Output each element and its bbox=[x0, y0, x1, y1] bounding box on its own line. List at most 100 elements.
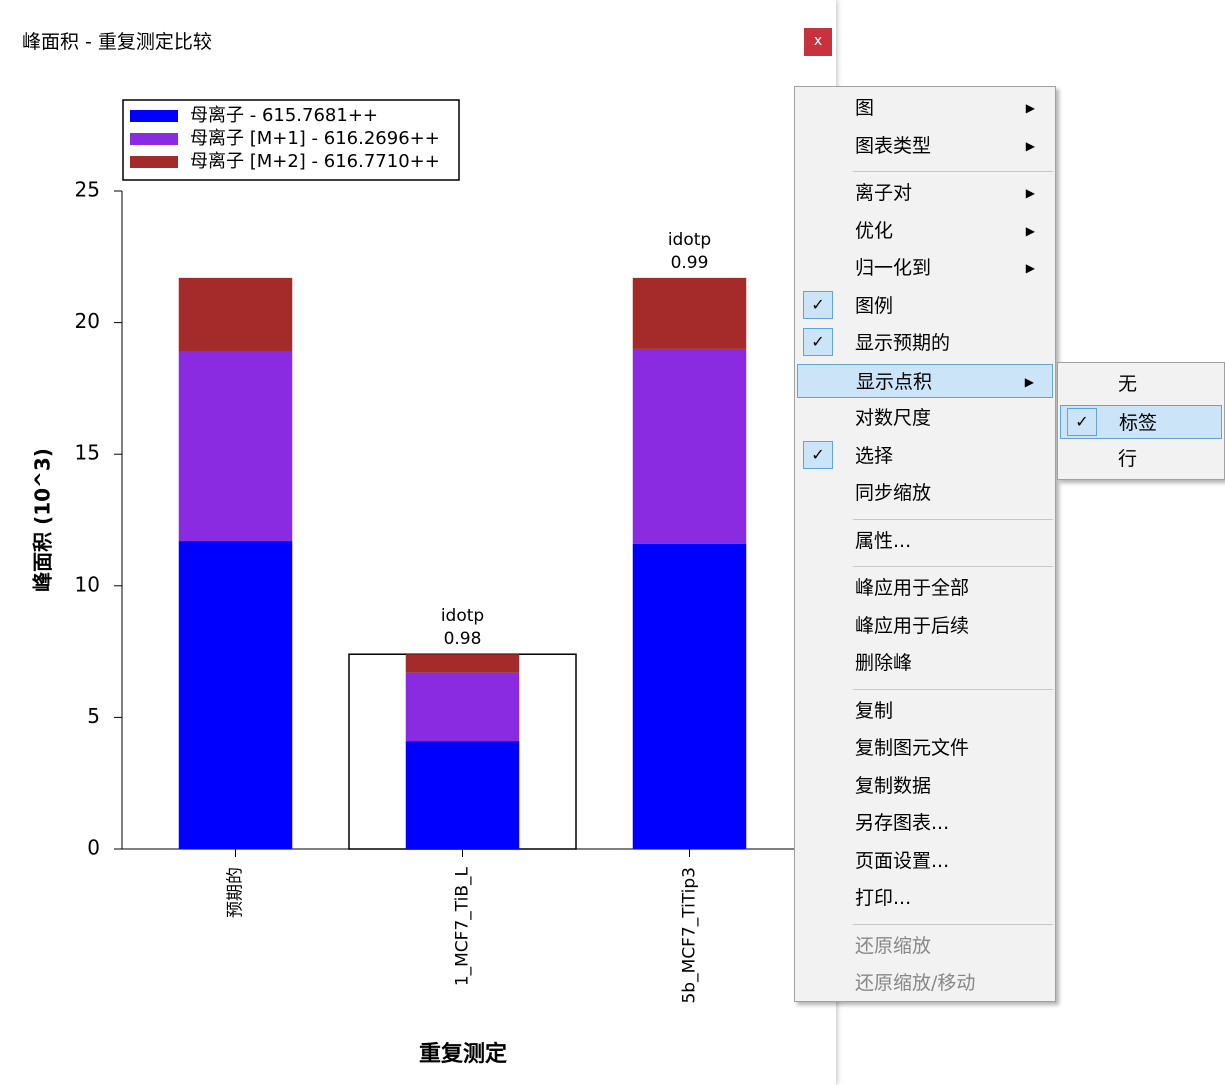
y-tick-label: 15 bbox=[75, 441, 100, 465]
close-button[interactable]: x bbox=[804, 28, 832, 56]
menu-label: 打印... bbox=[855, 887, 912, 909]
menu-label: 峰应用于后续 bbox=[855, 614, 970, 637]
menu-label: 对数尺度 bbox=[855, 407, 932, 429]
submenu-arrow: ▶ bbox=[1025, 186, 1035, 200]
menu-label: 图例 bbox=[855, 294, 894, 317]
check-mark: ✓ bbox=[803, 440, 833, 469]
chart: 0 5 10 15 20 25 峰面积 (10^3) 重复测定 预期的 1_MCF7_TiB_L i… bbox=[31, 99, 803, 1067]
annotation-label: idotp bbox=[668, 230, 711, 250]
separator bbox=[853, 518, 1053, 520]
menu-label: 属性... bbox=[855, 529, 912, 552]
menu-label: 还原缩放 bbox=[855, 934, 932, 957]
menu-item[interactable]: 图 ▶ bbox=[797, 91, 1053, 125]
bar-segment bbox=[178, 277, 293, 352]
legend-swatch bbox=[130, 110, 178, 122]
bar-segment bbox=[405, 741, 520, 849]
menu-label: 页面设置... bbox=[855, 849, 950, 872]
check-mark: ✓ bbox=[803, 328, 833, 356]
menu-item: 还原缩放/移动 bbox=[797, 966, 1053, 1000]
menu-label: 选择 bbox=[855, 444, 894, 467]
menu-label: 复制数据 bbox=[855, 774, 932, 797]
submenu: 无 ✓ 标签行 bbox=[1057, 362, 1225, 480]
menu-item[interactable]: 峰应用于全部 bbox=[797, 571, 1053, 605]
menu-item[interactable]: ✓ 显示预期的 bbox=[797, 326, 1053, 360]
menu-label: 优化 bbox=[855, 219, 894, 242]
x-tick-label: 5b_MCF7_TiTip3 bbox=[680, 867, 700, 1004]
menu-label: 显示预期的 bbox=[855, 332, 951, 354]
bar-segment bbox=[405, 654, 520, 673]
submenu-arrow: ▶ bbox=[1025, 223, 1035, 238]
menu-label: 图 bbox=[855, 97, 875, 119]
legend-swatch bbox=[130, 156, 178, 168]
x-tick-label: 预期的 bbox=[226, 867, 246, 918]
menu-label: 归一化到 bbox=[855, 257, 932, 279]
bar-segment bbox=[178, 541, 293, 849]
menu-label: 还原缩放/移动 bbox=[855, 972, 976, 994]
window-title: 峰面积 - 重复测定比较 bbox=[22, 31, 212, 53]
bar-segment bbox=[632, 277, 747, 349]
menu-item[interactable]: 行 bbox=[1060, 442, 1222, 476]
menu-label: 离子对 bbox=[855, 182, 913, 204]
x-axis-label: 重复测定 bbox=[419, 1041, 507, 1067]
submenu-arrow: ▶ bbox=[1025, 101, 1035, 115]
legend-swatch bbox=[130, 133, 178, 145]
menu-item[interactable]: 复制 bbox=[797, 694, 1053, 728]
menu-item[interactable]: 优化 ▶ bbox=[797, 214, 1053, 248]
check-mark: ✓ bbox=[803, 290, 833, 319]
annotation-value: 0.99 bbox=[671, 253, 709, 273]
menu-label: 复制 bbox=[855, 699, 894, 722]
menu-item[interactable]: 打印... bbox=[797, 881, 1053, 915]
submenu-arrow: ▶ bbox=[1025, 261, 1035, 275]
menu-item[interactable]: 无 bbox=[1060, 367, 1222, 401]
menu-item[interactable]: 对数尺度 bbox=[797, 401, 1053, 435]
menu-item[interactable]: 属性... bbox=[797, 524, 1053, 558]
y-tick-label: 10 bbox=[75, 572, 100, 596]
bar-segment bbox=[405, 672, 520, 742]
window: 峰面积 - 重复测定比较 x 0 5 10 15 20 25 峰面积 (10^3) 重复测定 预… bbox=[22, 28, 832, 1067]
x-tick-label: 1_MCF7_TiB_L bbox=[453, 866, 473, 986]
check-mark: ✓ bbox=[1067, 407, 1097, 436]
separator bbox=[853, 171, 1053, 172]
bar-segment bbox=[632, 348, 747, 544]
menu-label: 另存图表... bbox=[855, 812, 950, 834]
y-tick-label: 5 bbox=[87, 704, 100, 728]
menu-item[interactable]: 页面设置... bbox=[797, 844, 1053, 878]
menu-item[interactable]: 归一化到 ▶ bbox=[797, 251, 1053, 285]
menu-label: 同步缩放 bbox=[855, 482, 932, 504]
y-axis-label: 峰面积 (10^3) bbox=[31, 448, 55, 592]
submenu-arrow: ▶ bbox=[1024, 374, 1034, 389]
menu-item[interactable]: 离子对 ▶ bbox=[797, 176, 1053, 210]
menu-item[interactable]: 图表类型 ▶ bbox=[797, 129, 1053, 163]
context-menu: 图 ▶ 图表类型 ▶ 离子对 ▶ 优化 ▶ 归一化到 ▶ ✓ 图例 ✓ 显示预期的 显示点积 ▶ 对数尺度 ✓ 选择… bbox=[794, 86, 1056, 1002]
menu-label: 行 bbox=[1118, 448, 1138, 470]
annotation-value: 0.98 bbox=[444, 629, 482, 649]
bar-segment bbox=[632, 543, 747, 849]
submenu-arrow: ▶ bbox=[1025, 138, 1035, 153]
menu-label: 无 bbox=[1118, 373, 1138, 395]
y-tick-label: 0 bbox=[87, 836, 100, 860]
legend-label: 母离子 - 615.7681++ bbox=[190, 105, 378, 126]
menu-item[interactable]: 同步缩放 bbox=[797, 476, 1053, 510]
menu-label: 复制图元文件 bbox=[855, 737, 970, 759]
menu-label: 删除峰 bbox=[855, 652, 913, 674]
menu-label: 标签 bbox=[1119, 411, 1158, 434]
menu-item: 还原缩放 bbox=[797, 929, 1053, 963]
menu-item[interactable]: 显示点积 ▶ bbox=[797, 363, 1053, 398]
menu-item[interactable]: 删除峰 bbox=[797, 646, 1053, 680]
menu-item[interactable]: 另存图表... bbox=[797, 806, 1053, 840]
separator bbox=[853, 688, 1053, 690]
menu-item[interactable]: ✓ 标签 bbox=[1060, 404, 1222, 439]
menu-item[interactable]: 复制图元文件 bbox=[797, 731, 1053, 765]
menu-item[interactable]: ✓ 图例 bbox=[797, 289, 1053, 323]
menu-label: 图表类型 bbox=[855, 134, 932, 157]
menu-item[interactable]: 峰应用于后续 bbox=[797, 609, 1053, 643]
menu-item[interactable]: ✓ 选择 bbox=[797, 439, 1053, 473]
legend-label: 母离子 [M+2] - 616.7710++ bbox=[190, 151, 440, 172]
menu-label: 显示点积 bbox=[856, 370, 933, 393]
separator bbox=[853, 923, 1053, 925]
y-tick-label: 20 bbox=[75, 309, 100, 333]
separator bbox=[853, 566, 1053, 567]
menu-item[interactable]: 复制数据 bbox=[797, 769, 1053, 803]
legend-label: 母离子 [M+1] - 616.2696++ bbox=[190, 128, 440, 149]
